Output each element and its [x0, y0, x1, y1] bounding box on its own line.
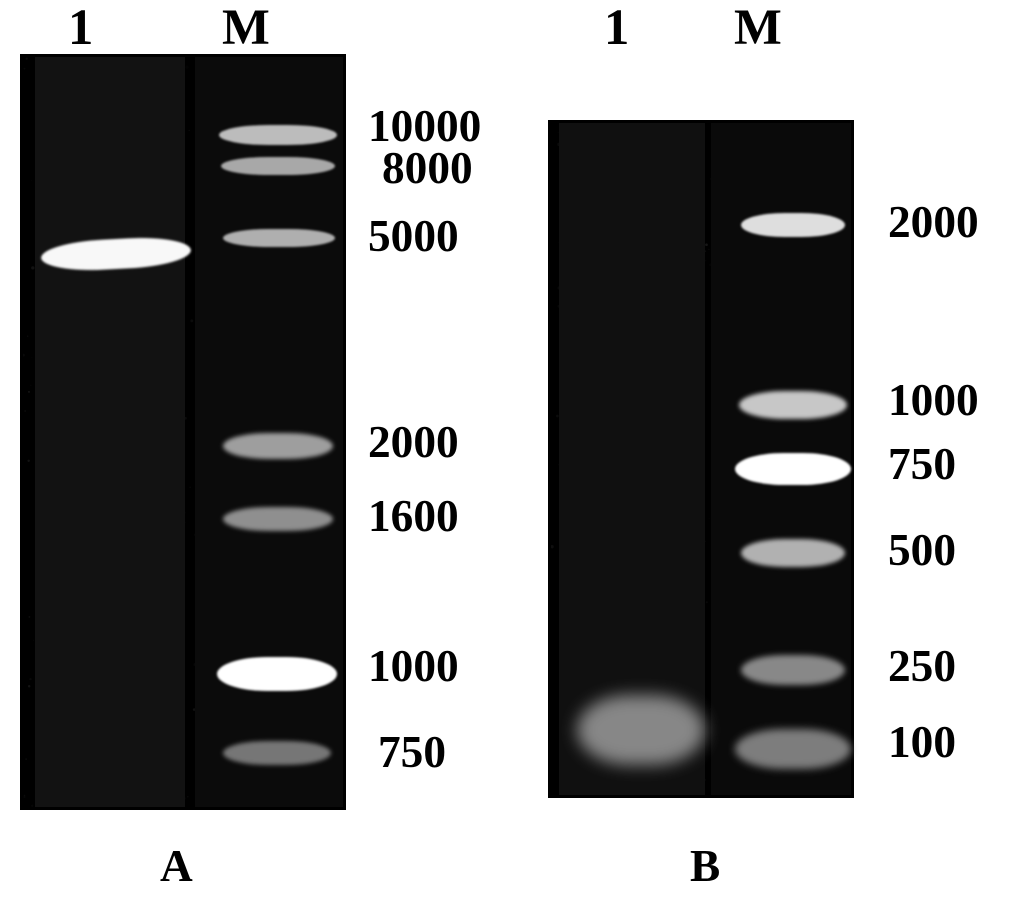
- marker-size-label: 1000: [368, 640, 459, 692]
- lane-header-marker: M: [222, 0, 270, 56]
- band: [223, 741, 331, 765]
- marker-size-label: 100: [888, 716, 956, 768]
- marker-size-label: 2000: [888, 196, 979, 248]
- lane-header-sample: 1: [604, 0, 629, 56]
- band: [741, 655, 845, 685]
- marker-size-label: 250: [888, 640, 956, 692]
- marker-size-label: 8000: [382, 142, 473, 194]
- band: [223, 507, 333, 531]
- lane-header-sample: 1: [68, 0, 93, 56]
- marker-size-label: 1600: [368, 490, 459, 542]
- lane-bg-sample: [35, 57, 185, 807]
- marker-size-label: 2000: [368, 416, 459, 468]
- marker-size-label: 750: [888, 438, 956, 490]
- lane-header-marker: M: [734, 0, 782, 56]
- panel-label-a: A: [160, 840, 193, 892]
- band: [741, 539, 845, 567]
- marker-size-label: 500: [888, 524, 956, 576]
- panel-label-b: B: [690, 840, 720, 892]
- band: [735, 729, 851, 769]
- band: [217, 657, 337, 691]
- band: [219, 125, 337, 145]
- marker-size-label: 750: [378, 726, 446, 778]
- band: [735, 453, 851, 485]
- band: [223, 433, 333, 459]
- marker-size-label: 5000: [368, 210, 459, 262]
- band: [221, 157, 335, 175]
- band: [223, 229, 335, 247]
- marker-size-label: 1000: [888, 374, 979, 426]
- gel-figure: 1M1000080005000200016001000750A1M2000100…: [0, 0, 1019, 901]
- gel-box-b: [548, 120, 854, 798]
- band: [739, 391, 847, 419]
- gel-box-a: [20, 54, 346, 810]
- band: [577, 695, 705, 765]
- band: [741, 213, 845, 237]
